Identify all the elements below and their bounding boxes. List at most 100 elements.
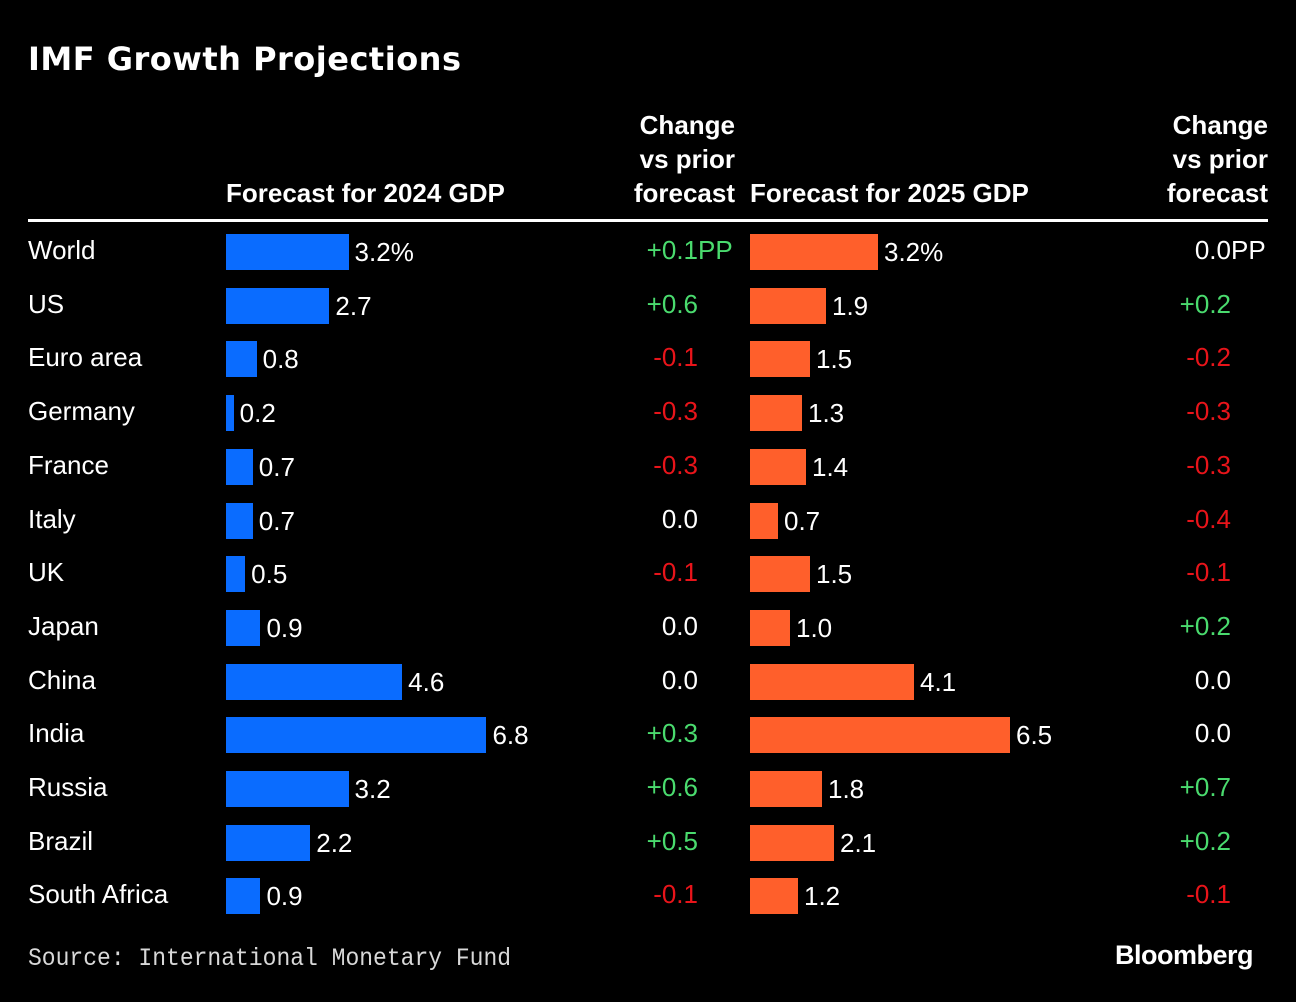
change-value: 0.0 xyxy=(661,503,698,534)
change-value: -0.1 xyxy=(653,342,698,373)
bar-2025 xyxy=(750,824,834,861)
change-value: +0.2 xyxy=(1179,610,1231,641)
header-line: Change xyxy=(1172,110,1268,140)
change-value: +0.7 xyxy=(1179,772,1231,802)
country-label: World xyxy=(28,235,96,265)
bar-2025 xyxy=(750,717,1010,754)
bar-2024 xyxy=(226,556,246,593)
country-label: India xyxy=(28,718,85,749)
change-unit: PP xyxy=(698,235,733,265)
change-value: 0.0 xyxy=(1194,718,1231,749)
bar-2024 xyxy=(226,341,257,378)
country-label: Euro area xyxy=(28,342,143,373)
bar-2025 xyxy=(750,234,878,270)
country-label: Germany xyxy=(28,396,135,427)
bar-2024 xyxy=(226,287,330,324)
country-label: US xyxy=(28,288,65,319)
bar-value-label: 0.7 xyxy=(784,505,821,536)
change-value: -0.3 xyxy=(1186,449,1231,480)
header-line: forecast xyxy=(1166,178,1268,208)
bar-value-label: 0.9 xyxy=(266,881,303,912)
bar-2025 xyxy=(750,609,790,646)
change-value: +0.2 xyxy=(1179,825,1231,856)
country-label: Japan xyxy=(28,610,99,641)
bar-2024 xyxy=(226,824,311,861)
bar-value-label: 0.9 xyxy=(266,612,303,643)
bar-value-label: 3.2% xyxy=(354,237,414,267)
bar-2025 xyxy=(750,448,806,485)
bar-value-label: 1.8 xyxy=(828,774,865,804)
bar-2024 xyxy=(226,234,349,270)
header-line: vs prior xyxy=(639,144,735,174)
change-value: +0.3 xyxy=(646,718,698,749)
country-label: Brazil xyxy=(28,825,94,856)
change-value: -0.1 xyxy=(653,557,698,588)
bar-value-label: 6.8 xyxy=(492,720,529,751)
bar-value-label: 2.2 xyxy=(316,827,353,858)
change-value: 0.0 xyxy=(1194,235,1231,265)
bar-2024 xyxy=(226,878,261,915)
bar-value-label: 0.5 xyxy=(251,559,288,590)
bar-2024 xyxy=(226,771,349,807)
bar-value-label: 0.2 xyxy=(239,398,276,429)
bar-value-label: 4.6 xyxy=(408,666,445,697)
country-label: UK xyxy=(28,557,65,588)
change-unit: PP xyxy=(1231,235,1266,265)
country-label: South Africa xyxy=(28,879,169,910)
header-forecast-2024: Forecast for 2024 GDP xyxy=(226,178,505,208)
change-value: -0.2 xyxy=(1186,342,1231,373)
chart-title: IMF Growth Projections xyxy=(28,40,462,78)
bar-2025 xyxy=(750,878,798,915)
change-value: 0.0 xyxy=(661,610,698,641)
bar-value-label: 3.2 xyxy=(354,774,391,804)
bar-value-label: 1.2 xyxy=(804,881,841,912)
bar-2024 xyxy=(226,663,403,700)
change-value: -0.1 xyxy=(1186,879,1231,910)
bar-2024 xyxy=(226,395,234,432)
bar-value-label: 1.0 xyxy=(796,612,833,643)
bar-value-label: 2.1 xyxy=(840,827,877,858)
change-value: +0.6 xyxy=(646,772,698,802)
bar-2025 xyxy=(750,771,822,807)
bar-2025 xyxy=(750,502,778,539)
change-value: +0.2 xyxy=(1179,288,1231,319)
country-label: China xyxy=(28,664,96,695)
bar-2024 xyxy=(226,502,253,539)
change-value: 0.0 xyxy=(661,664,698,695)
bar-2024 xyxy=(226,717,487,754)
country-label: Russia xyxy=(28,772,108,802)
source-note: Source: International Monetary Fund xyxy=(28,944,512,973)
change-value: +0.6 xyxy=(646,288,698,319)
bar-value-label: 4.1 xyxy=(920,666,957,697)
header-change-2024: Change vs prior forecast xyxy=(634,108,735,210)
bar-2025 xyxy=(750,556,810,593)
bar-value-label: 2.7 xyxy=(335,290,372,321)
country-label: France xyxy=(28,449,109,480)
change-value: -0.3 xyxy=(653,449,698,480)
change-value: -0.3 xyxy=(653,396,698,427)
bar-value-label: 0.7 xyxy=(258,451,295,482)
header-line: Change xyxy=(639,110,735,140)
bar-2025 xyxy=(750,287,826,324)
country-label: Italy xyxy=(28,503,76,534)
header-change-2025: Change vs prior forecast xyxy=(1167,108,1268,210)
header-divider xyxy=(28,219,1268,222)
bar-value-label: 0.7 xyxy=(258,505,295,536)
change-value: -0.4 xyxy=(1186,503,1231,534)
header-line: vs prior xyxy=(1172,144,1268,174)
bar-value-label: 6.5 xyxy=(1016,720,1053,751)
bar-value-label: 1.3 xyxy=(808,398,845,429)
header-forecast-2025: Forecast for 2025 GDP xyxy=(750,178,1029,208)
change-value: -0.1 xyxy=(653,879,698,910)
change-value: -0.1 xyxy=(1186,557,1231,588)
bar-value-label: 1.4 xyxy=(812,451,849,482)
header-line: forecast xyxy=(633,178,735,208)
bar-value-label: 0.8 xyxy=(262,344,299,375)
bar-2025 xyxy=(750,395,802,432)
bar-2025 xyxy=(750,341,810,378)
bar-2025 xyxy=(750,663,914,700)
bar-value-label: 3.2% xyxy=(884,237,944,267)
bar-value-label: 1.9 xyxy=(832,290,869,321)
bar-value-label: 1.5 xyxy=(816,559,853,590)
change-value: +0.5 xyxy=(646,825,698,856)
